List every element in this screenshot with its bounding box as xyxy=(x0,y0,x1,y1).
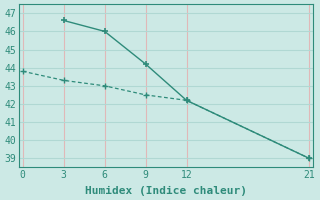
X-axis label: Humidex (Indice chaleur): Humidex (Indice chaleur) xyxy=(85,186,247,196)
